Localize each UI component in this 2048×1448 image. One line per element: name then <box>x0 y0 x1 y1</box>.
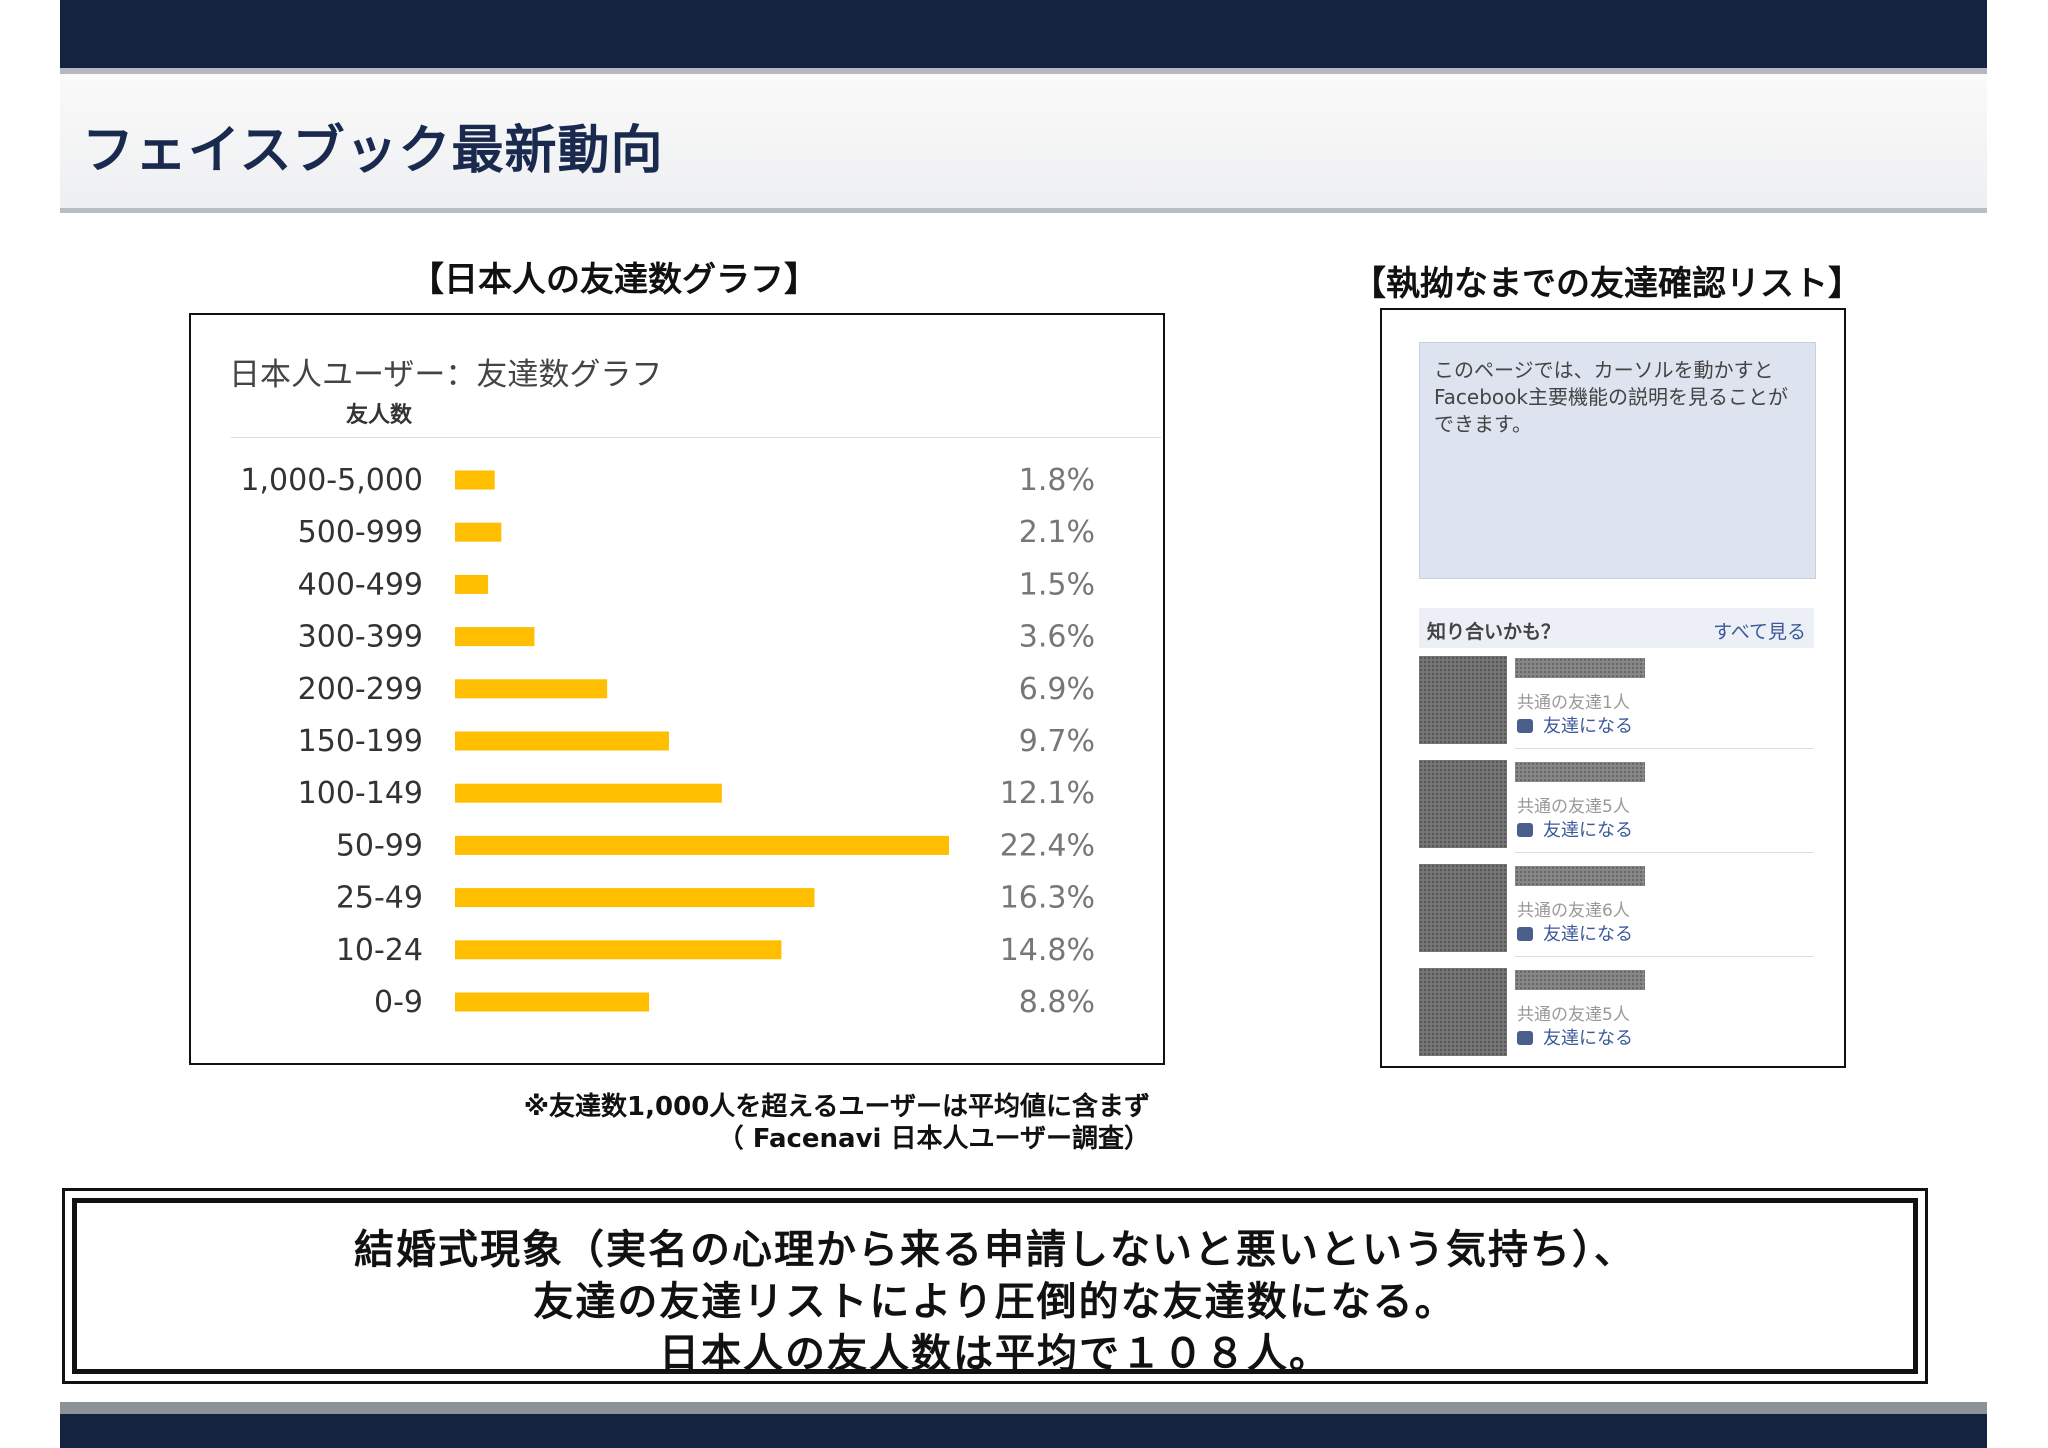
bar <box>455 835 949 855</box>
suggestion-item: 共通の友達5人 友達になる <box>1419 968 1814 1060</box>
title-strip <box>60 74 1987 213</box>
value-label: 3.6% <box>1019 620 1095 655</box>
value-label: 1.8% <box>1019 463 1095 498</box>
add-friend-icon <box>1517 1031 1533 1045</box>
suggestion-header: 知り合いかも？ すべて見る <box>1419 608 1814 648</box>
category-label: 500-999 <box>298 515 423 550</box>
bar <box>455 783 722 803</box>
bar <box>455 888 815 908</box>
add-friend-icon <box>1517 719 1533 733</box>
bar <box>455 940 782 960</box>
redacted-name[interactable] <box>1515 658 1645 678</box>
category-label: 50-99 <box>336 828 423 863</box>
conclusion-line: 友達の友達リストにより圧倒的な友達数になる。 <box>533 1279 1457 1325</box>
redacted-name[interactable] <box>1515 866 1645 886</box>
chart-plot: 1,000-5,000 1.8% 500-999 2.1% 400-499 1.5% 300… <box>240 463 1095 1020</box>
category-label: 25-49 <box>336 881 423 916</box>
mutual-friends-text: 共通の友達1人 <box>1517 693 1630 713</box>
category-label: 0-9 <box>374 985 423 1020</box>
category-label: 150-199 <box>298 724 423 759</box>
info-panel: このページでは、カーソルを動かすとFacebook主要機能の説明を見ることができ… <box>1419 342 1816 579</box>
conclusion-box: 結婚式現象（実名の心理から来る申請しないと悪いという気持ち）、 友達の友達リスト… <box>62 1188 1928 1384</box>
see-all-link[interactable]: すべて見る <box>1713 621 1806 643</box>
chart-divider <box>231 437 1161 438</box>
mutual-friends-text: 共通の友達6人 <box>1517 901 1630 921</box>
category-label: 200-299 <box>298 672 423 707</box>
value-label: 2.1% <box>1019 515 1095 550</box>
bar <box>455 627 535 647</box>
redacted-name[interactable] <box>1515 970 1645 990</box>
chart-footnote: ※友達数1,000人を超えるユーザーは平均値に含まず <box>523 1092 1150 1122</box>
value-label: 8.8% <box>1019 985 1095 1020</box>
friend-list-section-heading: 【執拗なまでの友達確認リスト】 <box>1352 264 1862 304</box>
value-label: 16.3% <box>1000 881 1095 916</box>
footer-divider <box>60 1402 1987 1414</box>
bar <box>455 679 608 699</box>
add-friend-label: 友達になる <box>1543 716 1633 737</box>
value-label: 22.4% <box>1000 828 1095 863</box>
avatar[interactable] <box>1419 864 1507 952</box>
category-label: 10-24 <box>336 933 423 968</box>
conclusion-line: 日本人の友人数は平均で１０８人。 <box>659 1331 1331 1377</box>
suggestion-item: 共通の友達1人 友達になる <box>1419 656 1814 749</box>
avatar[interactable] <box>1419 656 1507 744</box>
value-label: 9.7% <box>1019 724 1095 759</box>
category-label: 300-399 <box>298 620 423 655</box>
friend-count-chart: 日本人ユーザー：友達数グラフ 友人数 1,000-5,000 1.8% 500-99… <box>189 313 1165 1065</box>
value-label: 1.5% <box>1019 567 1095 602</box>
info-text: このページでは、カーソルを動かすとFacebook主要機能の説明を見ることができ… <box>1434 358 1788 436</box>
bar <box>455 731 669 751</box>
item-divider <box>1515 956 1814 957</box>
bar <box>455 574 489 594</box>
add-friend-label: 友達になる <box>1543 820 1633 841</box>
add-friend-button[interactable]: 友達になる <box>1517 816 1633 842</box>
chart-source: （ Facenavi 日本人ユーザー調査） <box>717 1124 1150 1154</box>
item-divider <box>1515 852 1814 853</box>
suggestion-label: 知り合いかも？ <box>1427 621 1561 643</box>
friend-suggestion-panel: このページでは、カーソルを動かすとFacebook主要機能の説明を見ることができ… <box>1380 308 1846 1068</box>
add-friend-button[interactable]: 友達になる <box>1517 920 1633 946</box>
avatar[interactable] <box>1419 760 1507 848</box>
category-label: 100-149 <box>298 776 423 811</box>
bar <box>455 992 650 1012</box>
add-friend-label: 友達になる <box>1543 924 1633 945</box>
add-friend-icon <box>1517 823 1533 837</box>
mutual-friends-text: 共通の友達5人 <box>1517 1005 1630 1025</box>
value-label: 6.9% <box>1019 672 1095 707</box>
category-label: 400-499 <box>298 567 423 602</box>
category-label: 1,000-5,000 <box>240 463 423 498</box>
redacted-name[interactable] <box>1515 762 1645 782</box>
suggestion-item: 共通の友達5人 友達になる <box>1419 760 1814 853</box>
item-divider <box>1515 748 1814 749</box>
header-divider <box>60 68 1987 74</box>
header-band <box>60 0 1987 68</box>
footer-band <box>60 1414 1987 1448</box>
mutual-friends-text: 共通の友達5人 <box>1517 797 1630 817</box>
chart-axis-label: 友人数 <box>346 403 413 428</box>
conclusion-line: 結婚式現象（実名の心理から来る申請しないと悪いという気持ち）、 <box>354 1227 1636 1273</box>
value-label: 12.1% <box>1000 776 1095 811</box>
avatar[interactable] <box>1419 968 1507 1056</box>
add-friend-button[interactable]: 友達になる <box>1517 712 1633 738</box>
chart-section-heading: 【日本人の友達数グラフ】 <box>410 260 818 300</box>
add-friend-button[interactable]: 友達になる <box>1517 1024 1633 1050</box>
conclusion-inner: 結婚式現象（実名の心理から来る申請しないと悪いという気持ち）、 友達の友達リスト… <box>72 1198 1918 1377</box>
add-friend-label: 友達になる <box>1543 1028 1633 1049</box>
suggestion-item: 共通の友達6人 友達になる <box>1419 864 1814 957</box>
bar <box>455 522 502 542</box>
bar <box>455 470 495 490</box>
page-title: フェイスブック最新動向 <box>82 121 664 181</box>
add-friend-icon <box>1517 927 1533 941</box>
chart-title: 日本人ユーザー：友達数グラフ <box>229 357 663 393</box>
value-label: 14.8% <box>1000 933 1095 968</box>
